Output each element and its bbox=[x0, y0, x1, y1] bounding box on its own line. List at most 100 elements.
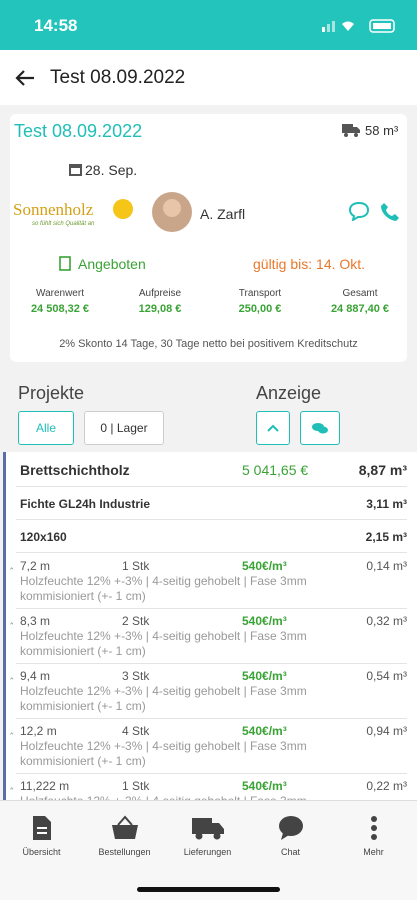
item-qty: 3 Stk bbox=[122, 669, 150, 683]
doc-icon bbox=[59, 256, 71, 271]
sub-name: Fichte GL24h Industrie bbox=[20, 497, 151, 511]
logo-sun bbox=[113, 199, 133, 219]
item-desc: kommisioniert (+- 1 cm) bbox=[20, 699, 146, 713]
bottom-nav: Übersicht Bestellungen Lieferungen Chat Mehr bbox=[0, 800, 417, 900]
offer-card: Test 08.09.2022 58 m³ 28. Sep. Sonnenhol… bbox=[10, 114, 407, 362]
item-desc: Holzfeuchte 12% +-3% | 4-seitig gehobelt… bbox=[20, 574, 307, 588]
item-desc: Holzfeuchte 12% +-3% | 4-seitig gehobelt… bbox=[20, 629, 307, 643]
item-desc: kommisioniert (+- 1 cm) bbox=[20, 589, 146, 603]
date: 28. Sep. bbox=[85, 162, 138, 178]
item-row[interactable]: ‸ 11,222 m 1 Stk 540€/m³ 0,22 m³ Holzfeuchte … bbox=[10, 774, 407, 800]
nav-icon bbox=[249, 811, 332, 841]
filter-button[interactable]: Alle bbox=[18, 411, 74, 445]
nav-label: Übersicht bbox=[22, 847, 61, 857]
group-price: 5 041,65 € bbox=[242, 462, 309, 478]
item-row[interactable]: ‸ 12,2 m 4 Stk 540€/m³ 0,94 m³ Holzfeuchte 12… bbox=[10, 719, 407, 774]
nav-label: Lieferungen bbox=[183, 847, 232, 857]
summary-value: 24 887,40 € bbox=[330, 303, 390, 315]
item-volume: 0,14 m³ bbox=[366, 559, 407, 573]
note: 2% Skonto 14 Tage, 30 Tage netto bei pos… bbox=[59, 338, 358, 350]
item-desc: kommisioniert (+- 1 cm) bbox=[20, 644, 146, 658]
item-volume: 0,32 m³ bbox=[366, 614, 407, 628]
item-volume: 0,94 m³ bbox=[366, 724, 407, 738]
logo: Sonnenholz bbox=[13, 200, 94, 219]
summary-label: Warenwert bbox=[36, 288, 84, 299]
avatar bbox=[152, 192, 192, 232]
status-icons bbox=[322, 19, 395, 33]
group-name: Brettschichtholz bbox=[20, 462, 130, 478]
nav-icon bbox=[332, 811, 415, 841]
volume: 58 m³ bbox=[365, 123, 399, 138]
summary-value: 129,08 € bbox=[138, 303, 182, 315]
nav-icon bbox=[166, 811, 249, 841]
sub-volume: 3,11 m³ bbox=[366, 497, 407, 511]
nav-label: Chat bbox=[280, 847, 300, 857]
nav-icon bbox=[83, 811, 166, 841]
item-volume: 0,22 m³ bbox=[366, 779, 407, 793]
truck-icon bbox=[342, 124, 360, 137]
nav-item[interactable]: Lieferungen bbox=[166, 811, 249, 871]
item-price: 540€/m³ bbox=[242, 669, 287, 683]
calendar-icon bbox=[69, 164, 82, 176]
item-price: 540€/m³ bbox=[242, 559, 287, 573]
item-row[interactable]: ‸ 8,3 m 2 Stk 540€/m³ 0,32 m³ Holzfeuchte 12%… bbox=[10, 609, 407, 664]
nav-label: Mehr bbox=[363, 847, 384, 857]
state: Angeboten bbox=[78, 256, 146, 272]
display-label: Anzeige bbox=[256, 383, 322, 403]
group-row: Brettschichtholz 5 041,65 € 8,87 m³ bbox=[16, 452, 407, 487]
item-length: 12,2 m bbox=[20, 724, 57, 738]
nav-item[interactable]: Bestellungen bbox=[83, 811, 166, 871]
item-qty: 4 Stk bbox=[122, 724, 150, 738]
back-button[interactable] bbox=[14, 68, 36, 88]
item-row[interactable]: ‸ 7,2 m 1 Stk 540€/m³ 0,14 m³ Holzfeuchte 12%… bbox=[10, 554, 407, 609]
app-header: Test 08.09.2022 bbox=[0, 50, 417, 105]
home-indicator bbox=[137, 887, 280, 892]
item-row[interactable]: ‸ 9,4 m 3 Stk 540€/m³ 0,54 m³ Holzfeuchte 12%… bbox=[10, 664, 407, 719]
filter-button[interactable]: 0 | Lager bbox=[84, 411, 164, 445]
call-button[interactable] bbox=[380, 201, 400, 221]
sub-volume: 2,15 m³ bbox=[365, 530, 407, 544]
nav-item[interactable]: Chat bbox=[249, 811, 332, 871]
valid-until: gültig bis: 14. Okt. bbox=[253, 256, 366, 272]
card-title: Test 08.09.2022 bbox=[14, 121, 143, 141]
item-qty: 2 Stk bbox=[122, 614, 150, 628]
item-qty: 1 Stk bbox=[122, 559, 150, 573]
summary: Warenwert 24 508,32 € Aufpreise 129,08 € Tra… bbox=[10, 288, 407, 328]
item-volume: 0,54 m³ bbox=[366, 669, 407, 683]
status-bar: 14:58 bbox=[0, 0, 417, 50]
nav-item[interactable]: Mehr bbox=[332, 811, 415, 871]
expand-icon: ‸ bbox=[10, 779, 14, 790]
nav-items: Übersicht Bestellungen Lieferungen Chat Mehr bbox=[0, 811, 417, 871]
header-title: Test 08.09.2022 bbox=[50, 67, 186, 88]
item-price: 540€/m³ bbox=[242, 779, 287, 793]
summary-value: 24 508,32 € bbox=[30, 303, 90, 315]
summary-label: Aufpreise bbox=[138, 288, 182, 299]
expand-icon: ‸ bbox=[10, 669, 14, 680]
item-length: 9,4 m bbox=[20, 669, 51, 683]
chat-button[interactable] bbox=[348, 201, 370, 221]
tagline: so fühlt sich Qualität an bbox=[32, 221, 95, 227]
summary-label: Transport bbox=[238, 288, 282, 299]
summary-value: 250,00 € bbox=[238, 303, 282, 315]
item-length: 8,3 m bbox=[20, 614, 51, 628]
nav-icon bbox=[0, 811, 83, 841]
expand-icon: ‸ bbox=[10, 724, 14, 735]
item-desc: Holzfeuchte 12% +-3% | 4-seitig gehobelt… bbox=[20, 684, 307, 698]
sub-row: Fichte GL24h Industrie 3,11 m³ bbox=[16, 487, 407, 520]
position-list: Brettschichtholz 5 041,65 € 8,87 m³ Fich… bbox=[3, 452, 417, 800]
person: A. Zarfl bbox=[200, 206, 246, 222]
projects-label: Projekte bbox=[18, 383, 85, 403]
sub-name: 120x160 bbox=[20, 530, 67, 544]
sub-row: 120x160 2,15 m³ bbox=[16, 520, 407, 553]
nav-item[interactable]: Übersicht bbox=[0, 811, 83, 871]
comments-button[interactable] bbox=[300, 411, 340, 445]
expand-icon: ‸ bbox=[10, 559, 14, 570]
item-price: 540€/m³ bbox=[242, 724, 287, 738]
collapse-button[interactable] bbox=[256, 411, 290, 445]
group-volume: 8,87 m³ bbox=[358, 462, 407, 478]
summary-label: Gesamt bbox=[342, 288, 378, 299]
expand-icon: ‸ bbox=[10, 614, 14, 625]
nav-label: Bestellungen bbox=[98, 847, 151, 857]
item-desc: kommisioniert (+- 1 cm) bbox=[20, 754, 146, 768]
